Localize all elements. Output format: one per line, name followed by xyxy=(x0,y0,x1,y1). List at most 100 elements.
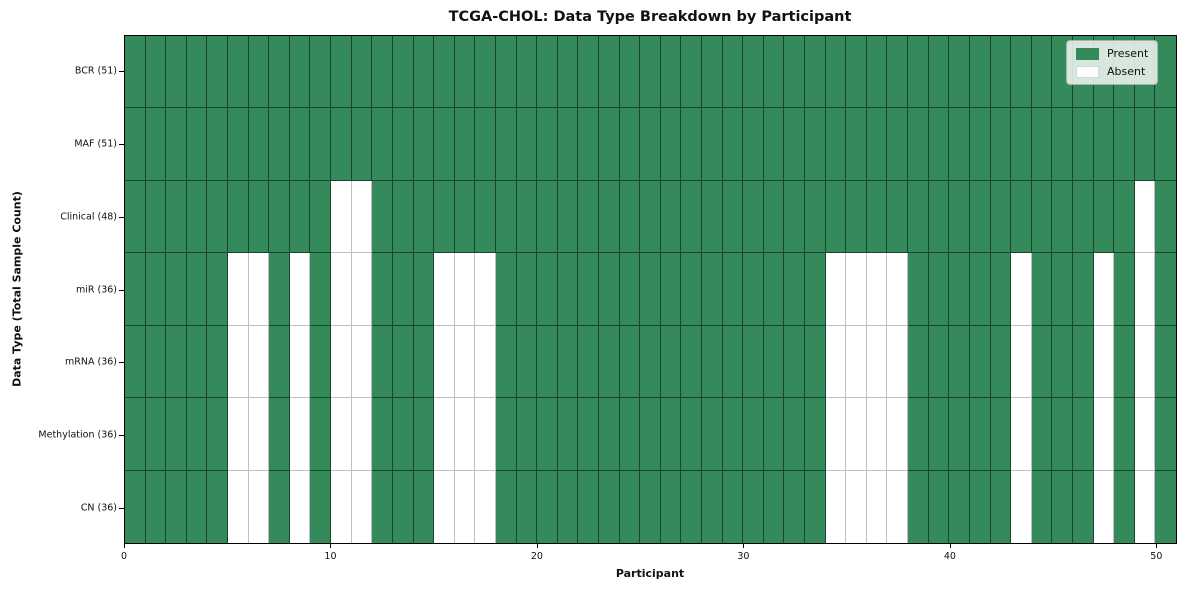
heatmap-cell xyxy=(743,398,764,471)
heatmap-cell xyxy=(640,36,661,109)
heatmap-cell xyxy=(248,325,270,399)
heatmap-cell xyxy=(702,470,723,543)
heatmap-cell xyxy=(166,325,187,399)
heatmap-cell xyxy=(289,108,311,181)
heatmap-cell xyxy=(516,108,538,181)
y-tick-mark xyxy=(119,507,124,509)
heatmap-cell xyxy=(392,398,414,471)
heatmap-cell xyxy=(969,36,991,109)
heatmap-cell xyxy=(228,398,249,471)
heatmap-cell xyxy=(763,253,785,326)
heatmap-cell xyxy=(331,36,352,109)
heatmap-cell xyxy=(763,108,785,181)
heatmap-cell xyxy=(846,36,867,109)
heatmap-cell xyxy=(248,36,270,109)
heatmap-cell xyxy=(495,325,517,399)
heatmap-cell xyxy=(207,108,229,181)
heatmap-cell xyxy=(495,398,517,471)
heatmap-cell xyxy=(763,325,785,399)
heatmap-cell xyxy=(887,108,909,181)
heatmap-cell xyxy=(660,108,682,181)
heatmap-cell xyxy=(1031,398,1053,471)
heatmap-cell xyxy=(722,180,744,254)
heatmap-cell xyxy=(1093,470,1115,543)
heatmap-cell xyxy=(166,398,187,471)
heatmap-cell xyxy=(331,325,352,399)
heatmap-cell xyxy=(145,470,167,543)
heatmap-cell xyxy=(578,253,599,326)
heatmap-cell xyxy=(598,325,620,399)
heatmap-cell xyxy=(722,325,744,399)
heatmap-cell xyxy=(1052,470,1073,543)
heatmap-cell xyxy=(454,325,476,399)
heatmap-cell xyxy=(537,470,558,543)
heatmap-cell xyxy=(186,36,208,109)
heatmap-cell xyxy=(186,398,208,471)
heatmap-cell xyxy=(1155,180,1176,254)
heatmap-cell xyxy=(454,398,476,471)
heatmap-cell xyxy=(825,325,847,399)
heatmap-cell xyxy=(269,470,290,543)
heatmap-cell xyxy=(351,253,373,326)
heatmap-cell xyxy=(166,108,187,181)
heatmap-cell xyxy=(1155,108,1176,181)
x-tick-mark xyxy=(1156,544,1158,548)
heatmap-cell xyxy=(125,180,146,254)
heatmap-cell xyxy=(866,180,888,254)
heatmap-cell xyxy=(1114,253,1135,326)
heatmap-cell xyxy=(660,180,682,254)
heatmap-cell xyxy=(413,325,435,399)
heatmap-cell xyxy=(887,180,909,254)
heatmap-cell xyxy=(743,180,764,254)
heatmap-cell xyxy=(1134,470,1156,543)
heatmap-cell xyxy=(1134,108,1156,181)
heatmap-cell xyxy=(125,325,146,399)
heatmap-cell xyxy=(495,470,517,543)
legend-present-swatch xyxy=(1076,47,1099,60)
heatmap-cell xyxy=(372,108,393,181)
heatmap-cell xyxy=(784,470,806,543)
heatmap-cell xyxy=(228,253,249,326)
heatmap-cell xyxy=(949,36,970,109)
y-tick-mark xyxy=(119,144,124,146)
heatmap-cell xyxy=(557,470,579,543)
heatmap-cell xyxy=(1072,470,1094,543)
x-tick-mark xyxy=(124,544,125,548)
heatmap-cell xyxy=(207,180,229,254)
heatmap-cell xyxy=(413,398,435,471)
legend-absent-label: Absent xyxy=(1107,65,1146,78)
heatmap-cell xyxy=(640,253,661,326)
heatmap-cell xyxy=(969,470,991,543)
heatmap-cell xyxy=(990,180,1012,254)
heatmap-cell xyxy=(743,253,764,326)
heatmap-cell xyxy=(413,253,435,326)
heatmap-cell xyxy=(866,398,888,471)
heatmap-cell xyxy=(908,470,929,543)
heatmap-cell xyxy=(1155,470,1176,543)
heatmap-cell xyxy=(640,180,661,254)
heatmap-cell xyxy=(372,470,393,543)
heatmap-cell xyxy=(1052,398,1073,471)
heatmap-cell xyxy=(1031,253,1053,326)
heatmap-cell xyxy=(289,470,311,543)
heatmap-cell xyxy=(351,108,373,181)
heatmap-cell xyxy=(310,253,332,326)
heatmap-cell xyxy=(125,398,146,471)
heatmap-cell xyxy=(846,108,867,181)
heatmap-cell xyxy=(331,180,352,254)
heatmap-cell xyxy=(969,325,991,399)
heatmap-cell xyxy=(763,398,785,471)
heatmap-cell xyxy=(392,108,414,181)
heatmap-cell xyxy=(186,180,208,254)
heatmap-cell xyxy=(743,108,764,181)
heatmap-cell xyxy=(392,470,414,543)
x-tick-label: 0 xyxy=(120,551,128,562)
heatmap-cell xyxy=(784,180,806,254)
heatmap-cell xyxy=(413,470,435,543)
heatmap-cell xyxy=(434,325,455,399)
heatmap-cell xyxy=(722,36,744,109)
heatmap-cell xyxy=(228,36,249,109)
heatmap-cell xyxy=(495,108,517,181)
heatmap-cell xyxy=(702,398,723,471)
heatmap-cell xyxy=(310,325,332,399)
